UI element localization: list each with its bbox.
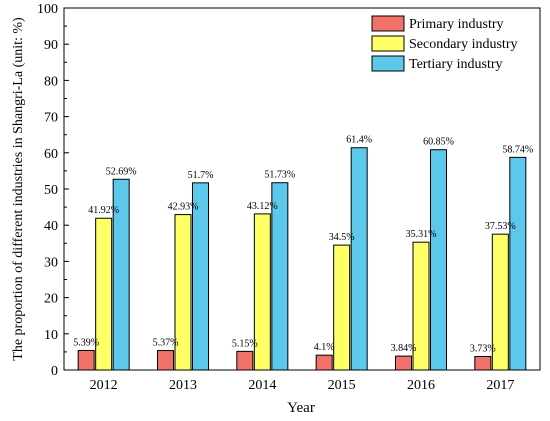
bar [77, 349, 95, 371]
legend-label: Secondary industry [409, 37, 517, 52]
x-axis-title: Year [287, 400, 315, 416]
legend-label: Tertiary industry [409, 57, 503, 72]
y-tick-label: 20 [44, 292, 58, 307]
x-tick-label: 2013 [169, 378, 197, 393]
x-tick-label: 2014 [248, 378, 276, 393]
bar-value-label: 51.73% [264, 170, 295, 181]
bar-value-label: 60.85% [423, 137, 454, 148]
y-axis-title: The proportion of different industries i… [11, 17, 26, 361]
y-tick-label: 90 [44, 38, 58, 53]
y-tick-label: 10 [44, 328, 58, 343]
legend: Primary industry Secondary industry Tertia… [371, 15, 517, 72]
x-tick-label: 2012 [90, 378, 118, 393]
bar [350, 147, 368, 371]
bar-value-label: 4.1% [314, 342, 335, 353]
bar-value-label: 52.69% [106, 166, 137, 177]
bar [395, 355, 412, 371]
bar [315, 354, 333, 371]
x-tick-label: 2016 [407, 378, 435, 393]
bar-value-label: 58.74% [502, 144, 533, 155]
legend-swatch [371, 55, 405, 72]
bar-value-label: 3.73% [470, 343, 496, 354]
bar [430, 149, 447, 371]
x-tick-label: 2017 [486, 378, 514, 393]
legend-label: Primary industry [409, 17, 504, 32]
y-tick-label: 40 [44, 219, 58, 234]
legend-swatch [371, 15, 405, 32]
bar-value-label: 61.4% [346, 135, 372, 146]
bar-value-label: 34.5% [329, 232, 355, 243]
y-tick-label: 80 [44, 74, 58, 89]
legend-swatch [371, 35, 405, 52]
x-tick-label: 2015 [328, 378, 356, 393]
y-tick-label: 70 [44, 111, 58, 126]
y-tick-label: 0 [51, 364, 58, 379]
bar-value-label: 5.39% [73, 337, 99, 348]
bar [474, 355, 492, 371]
bars [77, 147, 527, 371]
bar-value-label: 37.53% [485, 221, 516, 232]
bar [236, 350, 254, 371]
bar-labels: 5.39% 41.92% 52.69% 5.37% 42.93% 51.7% 5.15% 43… [73, 135, 533, 355]
bar-value-label: 3.84% [391, 343, 417, 354]
bar [333, 244, 351, 371]
bar-value-label: 43.12% [247, 201, 278, 212]
y-axis-ticks: 0 10 20 30 40 50 60 70 80 90 100 [37, 2, 69, 379]
bar-value-label: 35.31% [406, 229, 437, 240]
bar [157, 350, 174, 371]
bar-value-label: 5.15% [232, 338, 258, 349]
x-axis-ticks: 2012 2013 2014 2015 2016 2017 [90, 365, 514, 393]
bar [509, 156, 527, 371]
y-tick-label: 30 [44, 255, 58, 270]
bar-value-label: 5.37% [153, 338, 179, 349]
bar-value-label: 51.7% [188, 170, 214, 181]
plot-frame [63, 7, 541, 371]
y-tick-label: 50 [44, 183, 58, 198]
y-tick-label: 100 [37, 2, 58, 17]
bar-value-label: 41.92% [88, 205, 119, 216]
bar-value-label: 42.93% [168, 202, 199, 213]
y-tick-label: 60 [44, 147, 58, 162]
